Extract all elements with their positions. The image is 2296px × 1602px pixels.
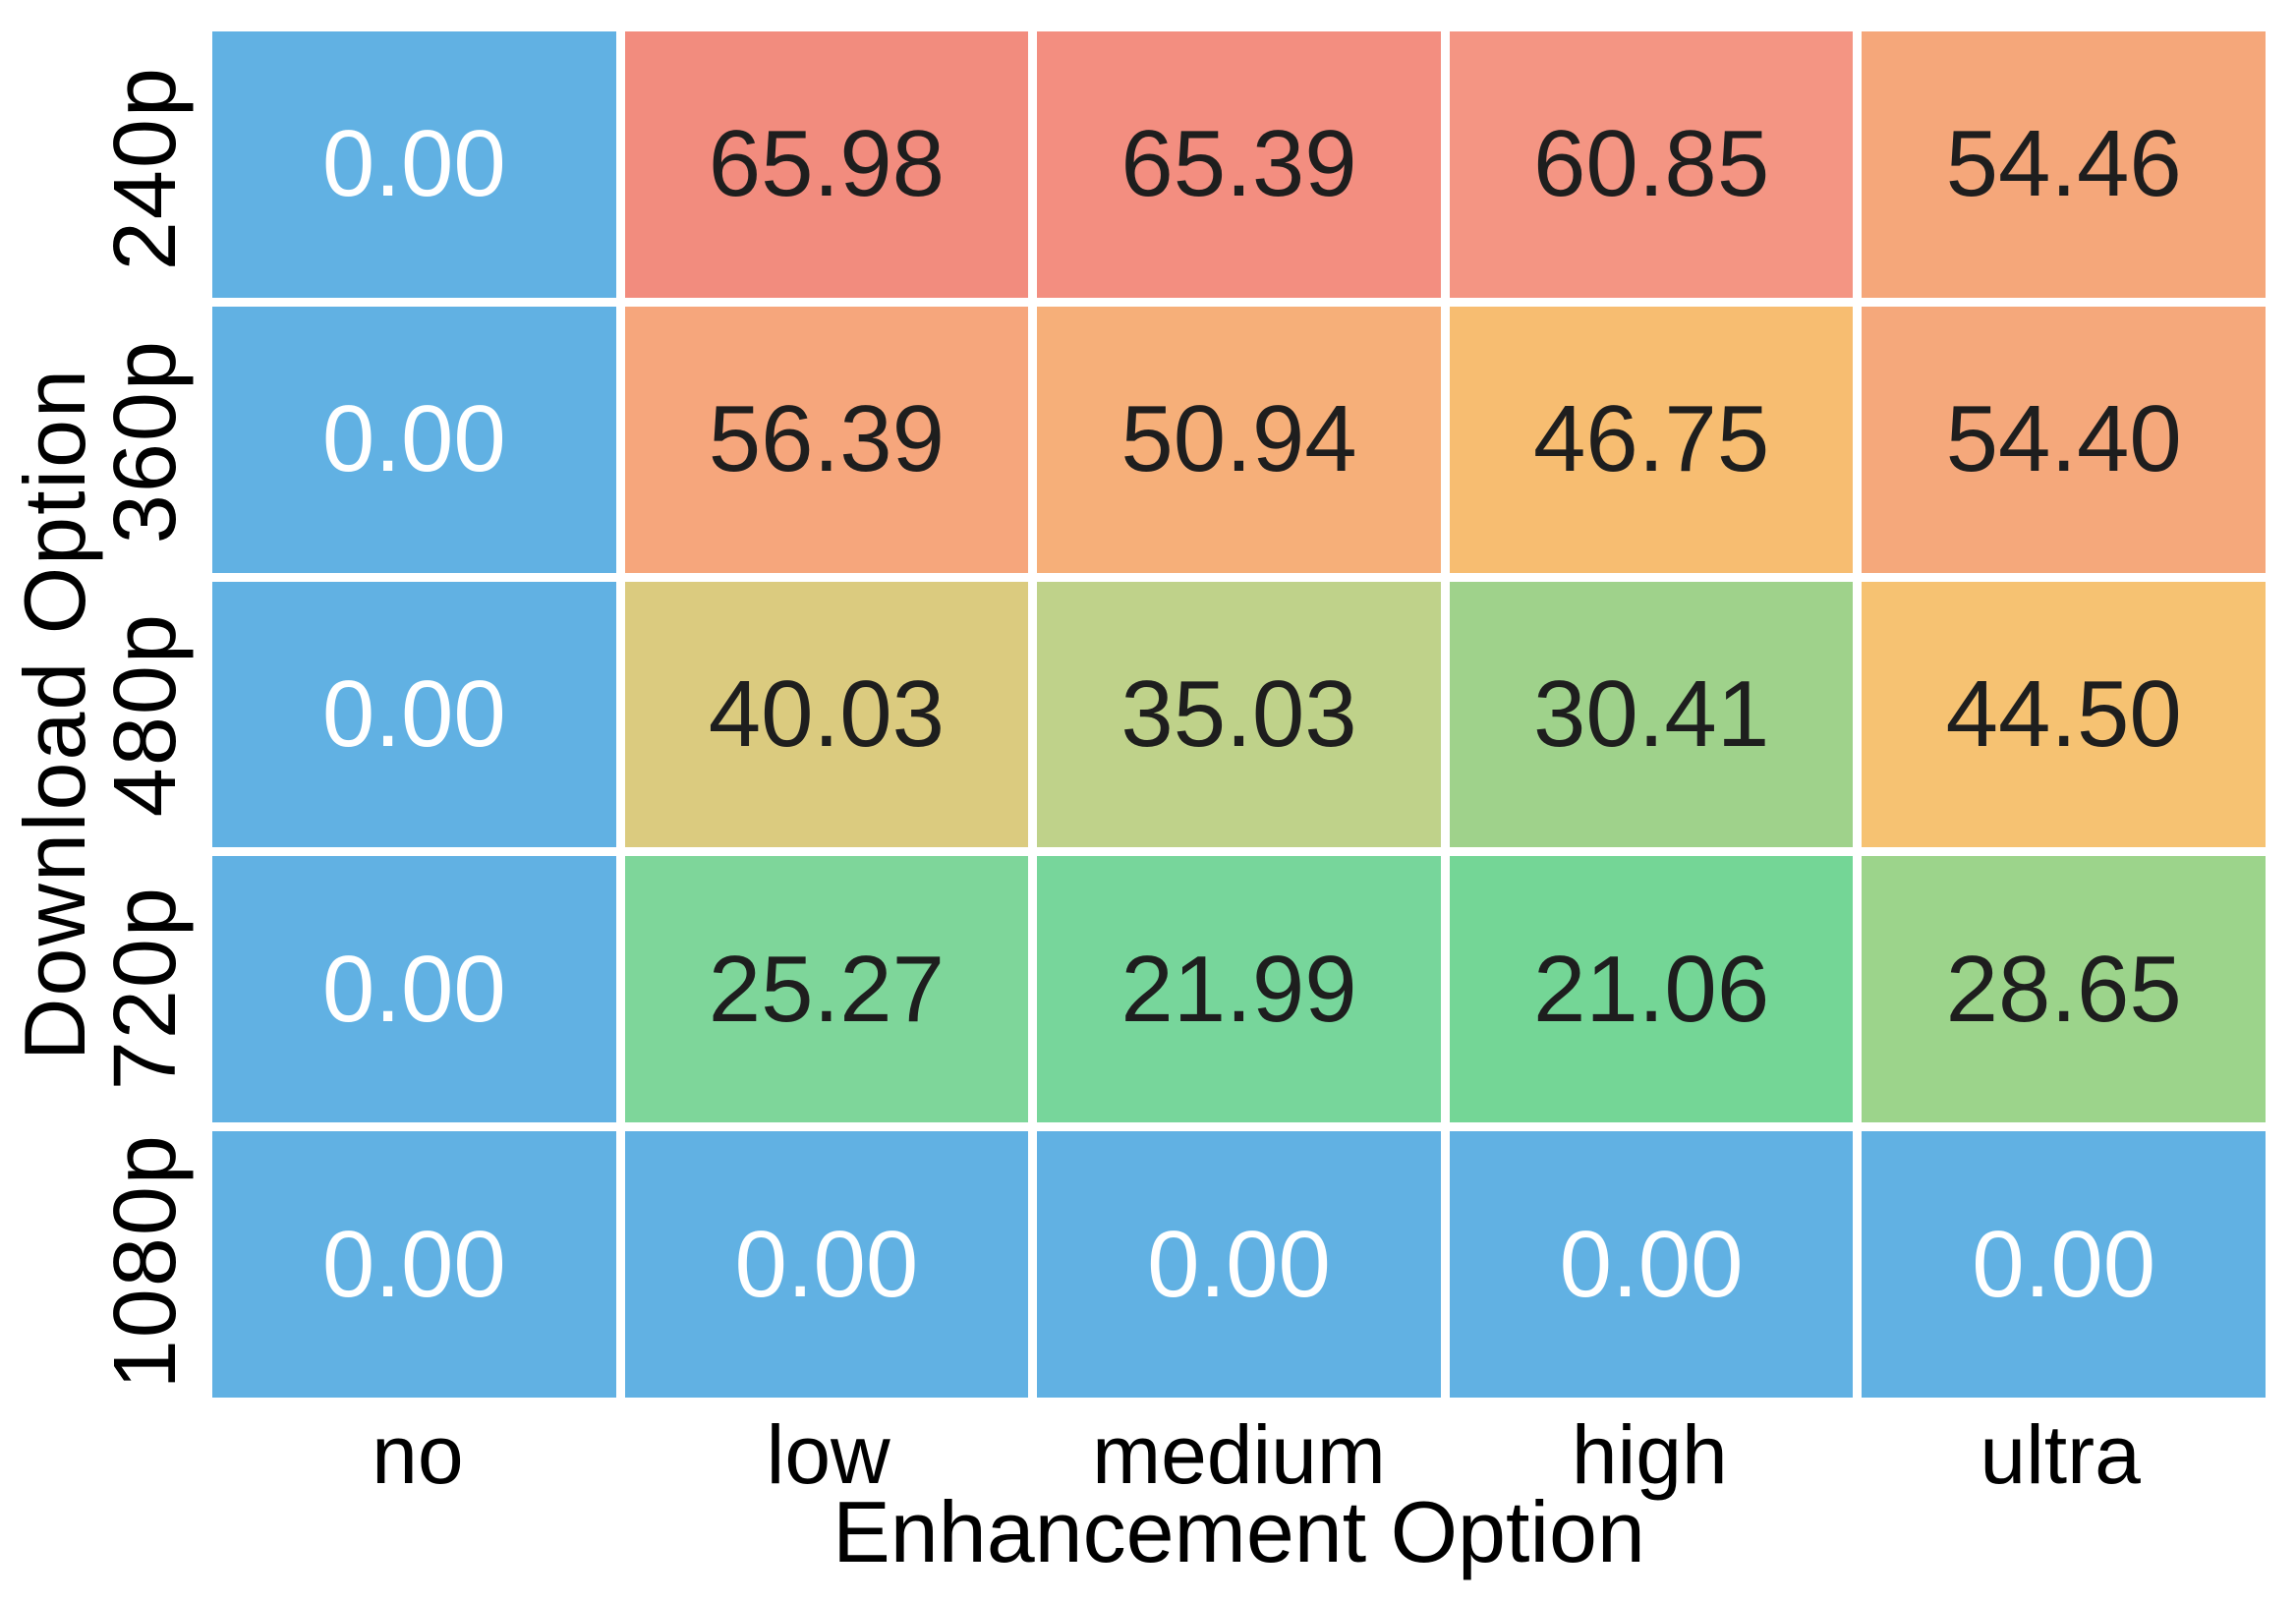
- x-tick-label: low: [766, 1408, 890, 1501]
- y-tick-label: 240p: [96, 65, 195, 271]
- heatmap-cell: 25.27: [624, 856, 1029, 1123]
- y-tick-label: 720p: [96, 885, 195, 1091]
- heatmap-cell: 56.39: [624, 306, 1029, 573]
- y-tick-label: 1080p: [96, 1132, 195, 1390]
- y-tick: 480p: [0, 578, 212, 851]
- heatmap-cell: 0.00: [212, 856, 616, 1123]
- y-tick: 360p: [0, 305, 212, 578]
- heatmap-cell: 44.50: [1862, 581, 2266, 848]
- heatmap-cell: 21.06: [1449, 856, 1854, 1123]
- x-tick-label: ultra: [1980, 1408, 2141, 1501]
- y-axis-ticks: 240p 360p 480p 720p 1080p: [0, 31, 212, 1398]
- y-tick-label: 480p: [96, 611, 195, 818]
- heatmap-cell: 60.85: [1449, 31, 1854, 298]
- x-tick-label: high: [1571, 1408, 1728, 1501]
- x-axis-label: Enhancement Option: [832, 1483, 1645, 1580]
- heatmap-cell: 50.94: [1037, 306, 1441, 573]
- x-tick-label: no: [372, 1408, 464, 1501]
- x-axis-ticks: no low medium high ultra: [212, 1398, 2266, 1506]
- heatmap-cell: 0.00: [1449, 1131, 1854, 1398]
- y-tick-label: 360p: [96, 338, 195, 544]
- heatmap-cell: 35.03: [1037, 581, 1441, 848]
- heatmap-cell: 46.75: [1449, 306, 1854, 573]
- heatmap-cell: 0.00: [1037, 1131, 1441, 1398]
- heatmap-cell: 0.00: [212, 31, 616, 298]
- heatmap-cell: 40.03: [624, 581, 1029, 848]
- heatmap-cell: 54.46: [1862, 31, 2266, 298]
- heatmap-cell: 30.41: [1449, 581, 1854, 848]
- heatmap-cell: 0.00: [212, 581, 616, 848]
- heatmap-grid: 0.00 65.98 65.39 60.85 54.46 0.00 56.39 50.94 46…: [212, 31, 2266, 1398]
- heatmap-cell: 54.40: [1862, 306, 2266, 573]
- y-tick: 1080p: [0, 1124, 212, 1398]
- heatmap-cell: 65.39: [1037, 31, 1441, 298]
- heatmap-cell: 65.98: [624, 31, 1029, 298]
- heatmap-cell: 28.65: [1862, 856, 2266, 1123]
- heatmap-cell: 0.00: [212, 306, 616, 573]
- y-tick: 240p: [0, 31, 212, 305]
- y-tick: 720p: [0, 851, 212, 1124]
- heatmap-cell: 21.99: [1037, 856, 1441, 1123]
- heatmap-cell: 0.00: [212, 1131, 616, 1398]
- heatmap-cell: 0.00: [1862, 1131, 2266, 1398]
- x-tick-label: medium: [1092, 1408, 1386, 1501]
- heatmap-cell: 0.00: [624, 1131, 1029, 1398]
